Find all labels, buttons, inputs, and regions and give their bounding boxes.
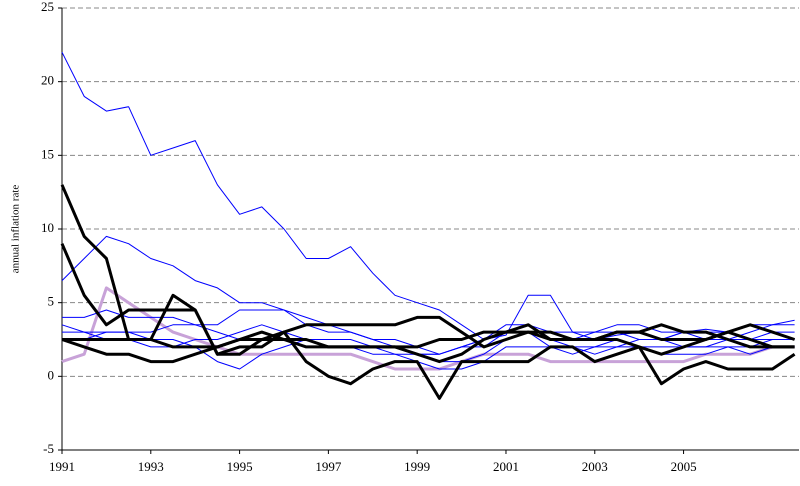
series-line — [62, 293, 796, 400]
x-tick-label: 1993 — [138, 459, 164, 474]
series-line — [61, 286, 795, 371]
y-tick-label: 10 — [41, 220, 54, 235]
y-tick-label: -5 — [43, 441, 54, 456]
y-tick-label: 0 — [48, 367, 55, 382]
x-tick-label: 1995 — [227, 459, 253, 474]
y-tick-label: 5 — [48, 294, 55, 309]
x-tick-label: 2005 — [671, 459, 697, 474]
x-tick-label: 2001 — [493, 459, 519, 474]
series-line — [62, 324, 795, 355]
x-tick-label: 2003 — [582, 459, 608, 474]
series-line — [60, 243, 795, 356]
y-tick-label: 25 — [41, 0, 54, 14]
x-tick-label: 1999 — [404, 459, 430, 474]
y-tick-label: 15 — [41, 146, 54, 161]
x-tick-label: 1991 — [49, 459, 75, 474]
series-line — [62, 309, 795, 355]
y-tick-label: 20 — [41, 73, 54, 88]
series-line — [61, 323, 796, 364]
series-line — [60, 184, 795, 349]
x-tick-label: 1997 — [315, 459, 342, 474]
y-axis-label: annual inflation rate — [10, 185, 22, 274]
